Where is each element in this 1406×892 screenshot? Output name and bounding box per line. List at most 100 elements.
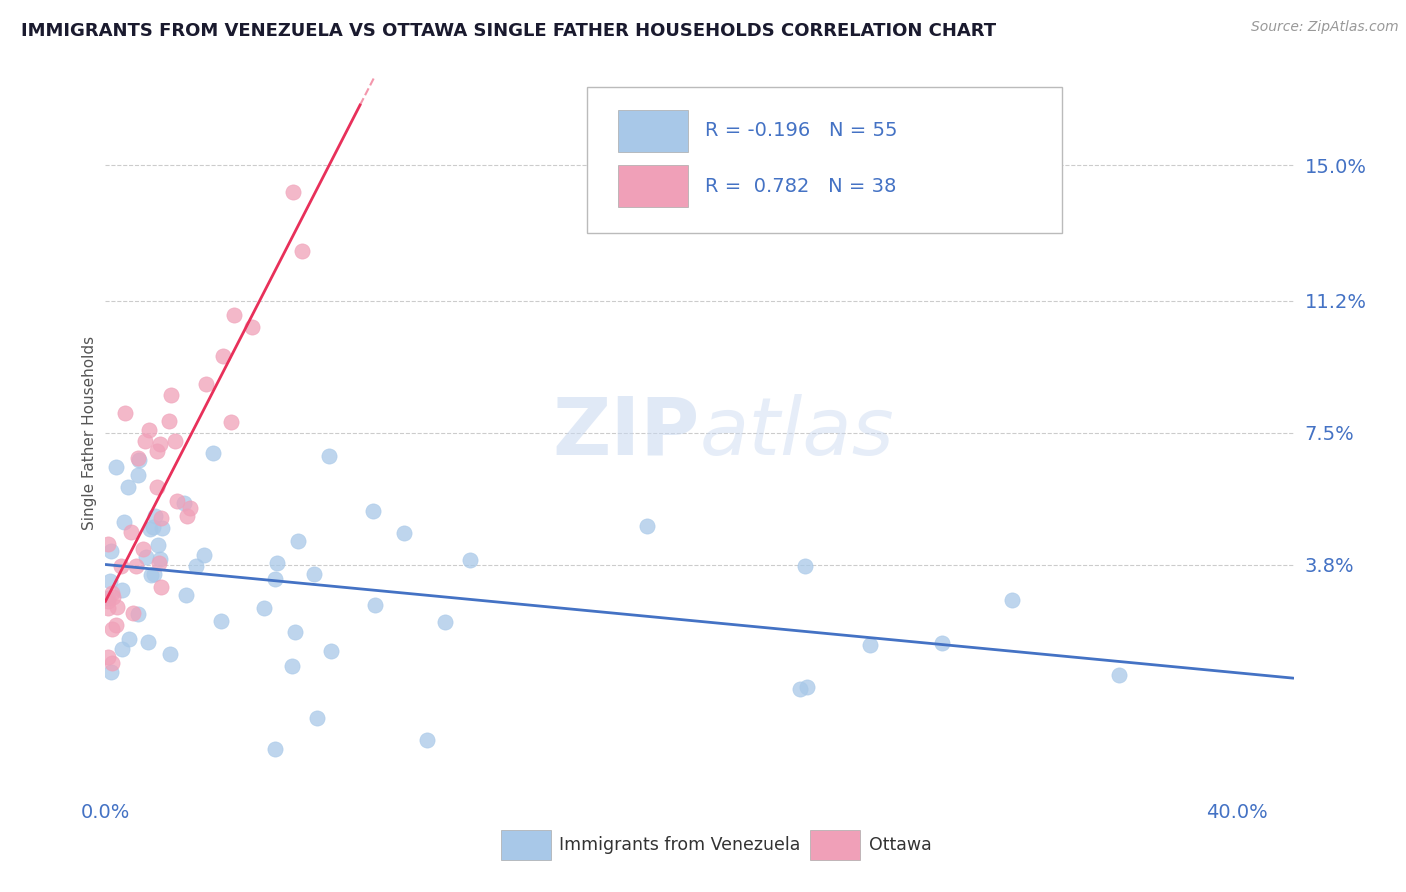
Text: R = -0.196   N = 55: R = -0.196 N = 55 [706,121,898,140]
Point [128,452,150,467]
Point [433,615,456,630]
FancyBboxPatch shape [501,830,551,860]
Point [186,559,208,574]
Point [101,591,124,605]
Point [859,638,882,652]
Point [150,510,173,524]
Point [97,650,120,665]
Point [264,572,287,586]
Point [142,520,165,534]
Point [160,387,183,401]
Point [117,480,139,494]
Point [1001,593,1024,607]
Point [127,607,149,622]
Point [281,659,304,673]
Point [179,501,201,516]
Point [789,681,811,696]
Point [121,606,143,620]
Point [148,437,170,451]
Point [284,625,307,640]
Point [150,580,173,594]
Point [302,567,325,582]
Point [193,548,215,562]
Point [138,423,160,437]
Point [1108,668,1130,682]
Text: Immigrants from Venezuela: Immigrants from Venezuela [560,836,800,854]
Point [150,521,173,535]
Point [240,320,263,334]
Point [291,244,314,258]
Point [149,552,172,566]
Point [100,657,122,671]
Point [392,526,415,541]
Point [307,711,329,725]
Point [201,446,224,460]
Point [318,450,340,464]
Point [209,615,232,629]
Point [139,522,162,536]
Point [114,406,136,420]
Point [111,582,134,597]
Point [266,556,288,570]
Point [127,467,149,482]
Point [134,434,156,449]
Point [136,634,159,648]
Point [100,622,122,636]
Text: R =  0.782   N = 38: R = 0.782 N = 38 [706,177,897,196]
Point [173,496,195,510]
FancyBboxPatch shape [810,830,860,860]
Point [287,534,309,549]
FancyBboxPatch shape [617,110,688,152]
Point [120,524,142,539]
Point [163,434,186,448]
Point [112,516,135,530]
Point [222,309,245,323]
Point [415,732,437,747]
Point [636,519,658,533]
Point [219,415,242,429]
Point [157,414,180,428]
Text: IMMIGRANTS FROM VENEZUELA VS OTTAWA SINGLE FATHER HOUSEHOLDS CORRELATION CHART: IMMIGRANTS FROM VENEZUELA VS OTTAWA SING… [21,22,997,40]
Point [97,591,120,605]
Point [97,601,120,615]
Point [458,552,481,566]
Point [364,598,387,612]
Point [124,559,146,574]
Point [146,480,169,494]
Point [111,642,134,657]
Point [145,443,167,458]
Point [211,349,233,363]
Point [141,568,163,582]
FancyBboxPatch shape [586,87,1062,233]
Point [105,600,128,615]
Point [127,450,149,465]
Text: Source: ZipAtlas.com: Source: ZipAtlas.com [1251,20,1399,34]
Text: Ottawa: Ottawa [869,836,932,854]
Point [174,588,197,602]
Point [176,509,198,524]
Point [104,459,127,474]
FancyBboxPatch shape [617,165,688,208]
Point [252,600,274,615]
Point [146,538,169,552]
Point [105,618,128,632]
Point [143,567,166,582]
Point [148,556,170,570]
Point [283,186,305,200]
Point [796,680,818,694]
Point [931,635,953,649]
Point [143,509,166,524]
Y-axis label: Single Father Households: Single Father Households [82,335,97,530]
Point [361,504,384,518]
Point [97,537,120,551]
Text: ZIP: ZIP [553,393,700,472]
Point [100,544,122,558]
Point [195,377,218,392]
Point [100,585,122,599]
Point [319,643,342,657]
Point [110,559,132,574]
Point [166,493,188,508]
Point [159,647,181,661]
Point [98,574,121,589]
Point [100,665,122,679]
